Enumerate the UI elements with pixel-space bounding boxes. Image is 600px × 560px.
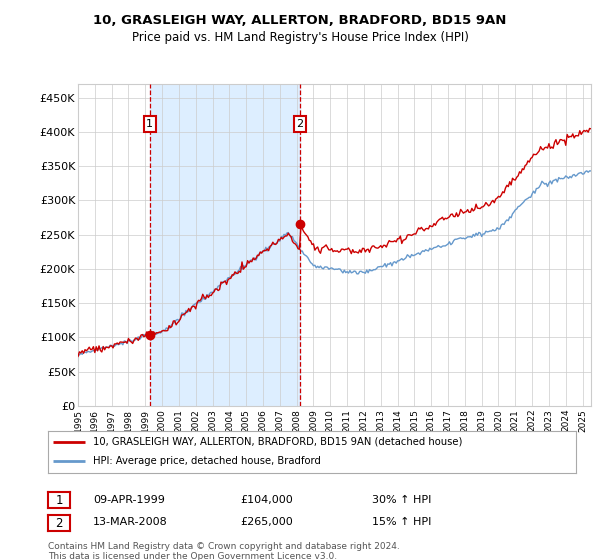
Bar xyxy=(150,84,300,406)
Text: 2: 2 xyxy=(296,119,304,129)
Text: £104,000: £104,000 xyxy=(240,494,293,505)
Text: 09-APR-1999: 09-APR-1999 xyxy=(93,494,165,505)
Text: 15% ↑ HPI: 15% ↑ HPI xyxy=(372,517,431,528)
Text: 2: 2 xyxy=(55,516,63,530)
Text: HPI: Average price, detached house, Bradford: HPI: Average price, detached house, Brad… xyxy=(93,456,321,466)
Text: 1: 1 xyxy=(55,493,63,507)
Text: 10, GRASLEIGH WAY, ALLERTON, BRADFORD, BD15 9AN: 10, GRASLEIGH WAY, ALLERTON, BRADFORD, B… xyxy=(94,14,506,27)
Text: 1: 1 xyxy=(146,119,154,129)
Text: 30% ↑ HPI: 30% ↑ HPI xyxy=(372,494,431,505)
Text: 13-MAR-2008: 13-MAR-2008 xyxy=(93,517,168,528)
Text: Price paid vs. HM Land Registry's House Price Index (HPI): Price paid vs. HM Land Registry's House … xyxy=(131,31,469,44)
Text: £265,000: £265,000 xyxy=(240,517,293,528)
Text: Contains HM Land Registry data © Crown copyright and database right 2024.
This d: Contains HM Land Registry data © Crown c… xyxy=(48,542,400,560)
Text: 10, GRASLEIGH WAY, ALLERTON, BRADFORD, BD15 9AN (detached house): 10, GRASLEIGH WAY, ALLERTON, BRADFORD, B… xyxy=(93,437,462,447)
